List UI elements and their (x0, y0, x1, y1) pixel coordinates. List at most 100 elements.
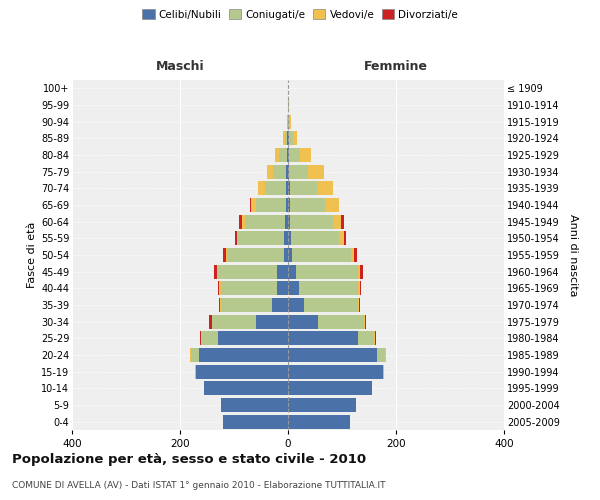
Bar (251, 198, 256, 212)
Bar (277, 281, 288, 295)
Bar (277, 264, 288, 279)
Bar (288, 314, 318, 329)
Bar (344, 231, 346, 246)
Bar (308, 164, 324, 179)
Bar (288, 231, 290, 246)
Bar (245, 214, 286, 229)
Y-axis label: Anni di nascita: Anni di nascita (568, 214, 578, 296)
Bar (358, 331, 374, 345)
Bar (325, 198, 339, 212)
Bar (365, 314, 366, 329)
Bar (317, 181, 333, 196)
Bar (200, 331, 201, 345)
Bar (275, 148, 279, 162)
Text: Femmine: Femmine (364, 60, 428, 74)
Bar (202, 331, 218, 345)
Bar (284, 248, 288, 262)
Bar (221, 398, 288, 412)
Bar (286, 164, 288, 179)
Bar (286, 198, 288, 212)
Bar (194, 364, 196, 379)
Bar (288, 364, 383, 379)
Bar (288, 398, 355, 412)
Bar (290, 214, 334, 229)
Bar (285, 131, 287, 146)
Bar (238, 231, 284, 246)
Bar (236, 231, 238, 246)
Bar (214, 264, 217, 279)
Bar (358, 264, 361, 279)
Bar (288, 264, 296, 279)
Bar (212, 314, 256, 329)
Bar (242, 214, 245, 229)
Bar (223, 248, 226, 262)
Bar (288, 298, 304, 312)
Bar (318, 314, 364, 329)
Text: Maschi: Maschi (155, 60, 205, 74)
Bar (290, 181, 317, 196)
Bar (288, 414, 350, 428)
Bar (288, 381, 372, 396)
Bar (364, 314, 365, 329)
Bar (290, 198, 325, 212)
Bar (221, 281, 277, 295)
Bar (283, 131, 285, 146)
Bar (358, 281, 360, 295)
Bar (288, 248, 292, 262)
Bar (217, 264, 218, 279)
Bar (287, 148, 288, 162)
Bar (268, 164, 273, 179)
Bar (383, 364, 384, 379)
Bar (288, 214, 290, 229)
Bar (199, 348, 288, 362)
Bar (235, 231, 236, 246)
Bar (191, 348, 199, 362)
Bar (359, 298, 361, 312)
Bar (293, 131, 297, 146)
Bar (286, 181, 288, 196)
Bar (279, 148, 287, 162)
Bar (218, 264, 277, 279)
Bar (226, 248, 227, 262)
Bar (289, 131, 293, 146)
Bar (219, 298, 220, 312)
Bar (340, 231, 344, 246)
Bar (361, 264, 363, 279)
Bar (290, 231, 340, 246)
Bar (284, 231, 288, 246)
Text: Popolazione per età, sesso e stato civile - 2010: Popolazione per età, sesso e stato civil… (12, 452, 366, 466)
Bar (296, 264, 358, 279)
Bar (288, 164, 289, 179)
Bar (288, 198, 290, 212)
Y-axis label: Fasce di età: Fasce di età (26, 222, 37, 288)
Bar (218, 281, 220, 295)
Bar (375, 331, 376, 345)
Bar (300, 148, 311, 162)
Bar (289, 148, 300, 162)
Bar (258, 181, 265, 196)
Bar (334, 214, 341, 229)
Bar (292, 248, 351, 262)
Bar (265, 181, 286, 196)
Bar (209, 314, 212, 329)
Bar (354, 248, 356, 262)
Bar (223, 414, 288, 428)
Bar (377, 348, 385, 362)
Bar (227, 248, 284, 262)
Bar (221, 298, 272, 312)
Bar (288, 281, 299, 295)
Bar (288, 348, 377, 362)
Bar (272, 298, 288, 312)
Bar (239, 214, 242, 229)
Bar (288, 114, 289, 128)
Bar (351, 248, 354, 262)
Bar (304, 298, 358, 312)
Legend: Celibi/Nubili, Coniugati/e, Vedovi/e, Divorziati/e: Celibi/Nubili, Coniugati/e, Vedovi/e, Di… (138, 5, 462, 24)
Bar (289, 114, 290, 128)
Bar (256, 314, 288, 329)
Bar (358, 298, 359, 312)
Bar (204, 381, 288, 396)
Bar (288, 148, 289, 162)
Bar (273, 164, 286, 179)
Bar (288, 181, 290, 196)
